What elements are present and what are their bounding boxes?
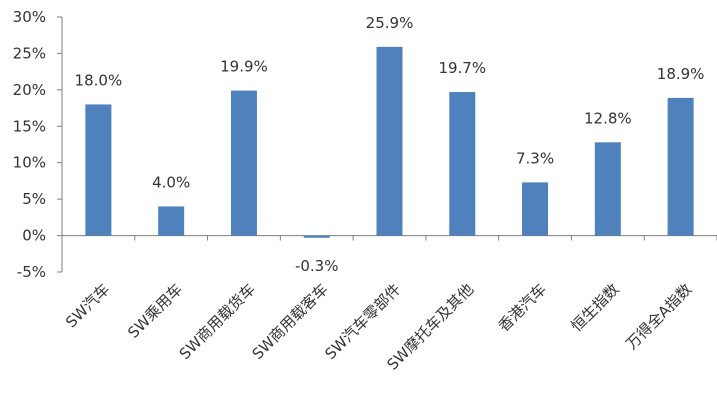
y-tick-label: 20%	[13, 81, 46, 99]
category-label: SW商用载货车	[176, 280, 259, 363]
bar	[303, 235, 330, 238]
y-tick-label: -5%	[17, 263, 46, 281]
data-label: 7.3%	[516, 149, 554, 167]
y-tick-label: 15%	[13, 117, 46, 135]
x-axis	[61, 235, 717, 241]
category-label: SW汽车	[62, 280, 113, 331]
data-label: -0.3%	[295, 257, 339, 275]
data-labels: 18.0% 4.0% 19.9% -0.3% 25.9% 19.7% 7.3% 12.8% 18…	[75, 14, 705, 275]
bar	[158, 206, 185, 236]
bar	[85, 104, 112, 236]
y-tick-label: 30%	[13, 8, 46, 26]
y-axis: -5% 0% 5% 10% 15% 20% 25% 30%	[13, 8, 63, 281]
data-label: 25.9%	[366, 14, 414, 32]
category-label: SW乘用车	[124, 280, 186, 342]
category-label: SW商用载客车	[249, 280, 332, 363]
y-tick-label: 10%	[13, 154, 46, 172]
data-label: 19.9%	[220, 58, 268, 76]
data-label: 4.0%	[152, 173, 190, 191]
bars	[85, 46, 694, 238]
bar	[594, 142, 621, 236]
category-label: 恒生指数	[567, 280, 622, 335]
data-label: 18.0%	[75, 71, 123, 89]
y-tick-label: 5%	[22, 190, 46, 208]
bar	[230, 90, 257, 236]
bar	[522, 182, 549, 236]
y-tick-label: 0%	[22, 227, 46, 245]
category-label: SW汽车零部件	[321, 280, 404, 363]
data-label: 19.7%	[438, 59, 486, 77]
category-label: 万得全A指数	[622, 280, 695, 353]
bar	[667, 97, 694, 236]
data-label: 18.9%	[657, 65, 705, 83]
category-label: 香港汽车	[495, 280, 550, 335]
bar	[376, 46, 403, 236]
bar	[449, 92, 476, 236]
data-label: 12.8%	[584, 109, 632, 127]
y-tick-label: 25%	[13, 44, 46, 62]
